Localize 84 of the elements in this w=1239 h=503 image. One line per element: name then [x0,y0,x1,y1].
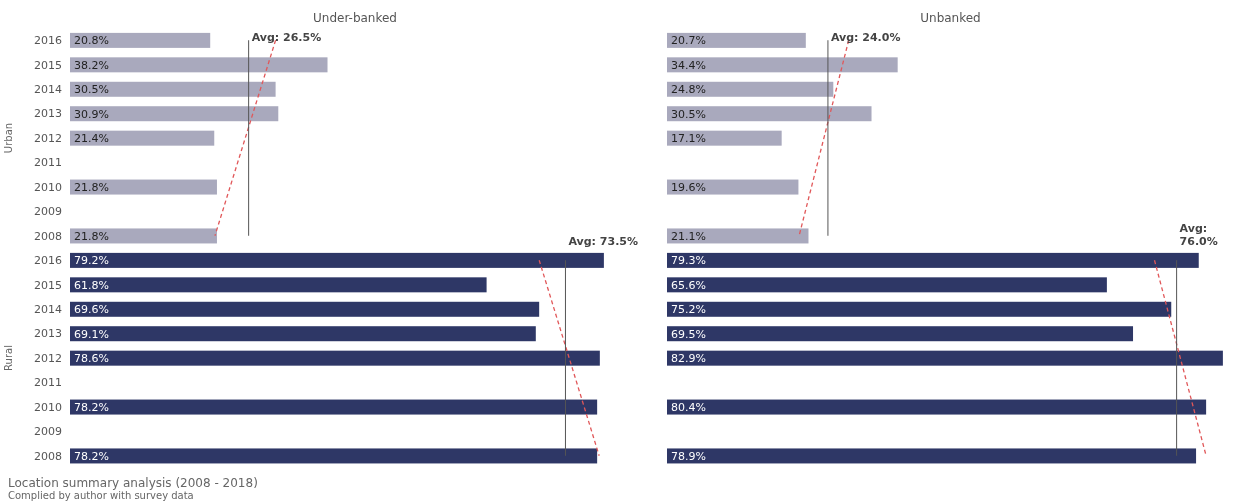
bar [667,57,898,73]
text: Location summary analysis (2008 - 2018) [8,476,258,490]
bar [667,32,806,48]
data-label: 30.5% [74,83,109,97]
chart-title: Under-banked [312,11,398,25]
bar [70,130,215,146]
y-tick-label: 2009 [34,425,62,439]
bar [70,179,217,195]
y-tick-label: 2016 [34,254,62,268]
data-label: 69.6% [74,303,109,317]
data-label: 82.9% [671,352,706,366]
y-tick-label: 2014 [34,303,62,317]
y-tick-label: 2012 [34,351,62,365]
data-label: 78.2% [74,449,109,463]
bar [70,350,600,366]
text: Urban [2,122,14,154]
y-tick-label: 2010 [34,180,62,194]
bar [667,106,872,122]
bar [70,57,328,73]
ref-line-label: Avg: 24.0% [830,31,901,44]
data-label: 20.7% [671,34,706,48]
bar [667,179,799,195]
data-label: 61.8% [74,278,109,292]
data-label: 17.1% [671,132,706,146]
bar [70,399,598,415]
text: Rural [2,345,14,371]
bar [70,326,536,342]
bar [667,326,1134,342]
data-label: 38.2% [74,58,109,72]
y-tick-label: 2013 [34,327,62,341]
y-tick-label: 2014 [34,83,62,97]
data-label: 21.1% [671,229,706,243]
ref-line-label: Avg: 73.5% [568,235,639,248]
chart-title: Unbanked [919,11,982,25]
data-label: 69.1% [74,327,109,341]
data-label: 21.8% [74,181,109,195]
data-label: 78.2% [74,401,109,415]
data-label: 30.9% [74,107,109,121]
y-tick-label: 2011 [34,376,62,390]
data-label: 75.2% [671,303,706,317]
data-label: 78.9% [671,449,706,463]
y-tick-label: 2008 [34,229,62,243]
bar [667,301,1172,317]
data-label: 21.8% [74,229,109,243]
bar [667,399,1207,415]
y-tick-label: 2015 [34,278,62,292]
data-label: 19.6% [671,181,706,195]
bar [70,301,540,317]
y-tick-label: 2008 [34,449,62,463]
data-label: 78.6% [74,352,109,366]
text: Complied by author with survey data [8,490,195,501]
bar [70,448,598,464]
y-tick-label: 2016 [34,34,62,48]
y-tick-label: 2013 [34,107,62,121]
bar [667,448,1197,464]
ref-line-label: Avg: 76.0% [1179,222,1218,248]
y-tick-label: 2011 [34,156,62,170]
y-tick-label: 2010 [34,400,62,414]
bar [667,277,1107,293]
bar [667,350,1223,366]
bar [70,277,487,293]
data-label: 65.6% [671,278,706,292]
bar [70,106,279,122]
bar [70,32,211,48]
bar [70,228,217,244]
data-label: 30.5% [671,107,706,121]
data-label: 21.4% [74,132,109,146]
y-tick-label: 2009 [34,205,62,219]
data-label: 79.2% [74,254,109,268]
bar [667,252,1199,268]
bar [667,130,782,146]
ref-line-label: Avg: 26.5% [251,31,322,44]
data-label: 79.3% [671,254,706,268]
data-label: 69.5% [671,327,706,341]
bar [70,81,276,97]
bar [667,228,809,244]
data-label: 80.4% [671,401,706,415]
bar [70,252,604,268]
y-tick-label: 2015 [34,58,62,72]
y-tick-label: 2012 [34,131,62,145]
bar [667,81,834,97]
data-label: 20.8% [74,34,109,48]
data-label: 34.4% [671,58,706,72]
data-label: 24.8% [671,83,706,97]
